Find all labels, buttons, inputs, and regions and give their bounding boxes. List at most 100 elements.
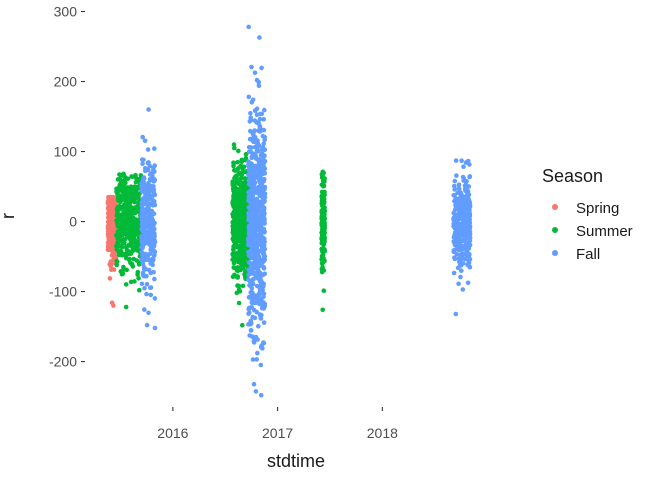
data-point (465, 280, 471, 286)
data-point (453, 196, 459, 201)
data-point (145, 147, 151, 152)
point-cluster (319, 169, 328, 313)
data-point (467, 257, 473, 262)
data-point (250, 215, 255, 221)
data-point (142, 257, 147, 263)
data-point (107, 238, 112, 244)
data-point (256, 83, 262, 88)
data-point (236, 170, 242, 176)
data-point (247, 119, 253, 124)
data-point (107, 214, 112, 220)
data-point (456, 182, 462, 187)
data-point (319, 215, 325, 220)
data-point (254, 174, 260, 180)
data-point (451, 270, 457, 276)
data-point (464, 249, 469, 255)
data-point (251, 203, 257, 209)
data-point (130, 217, 135, 223)
data-point (141, 227, 146, 233)
data-point (256, 148, 261, 154)
data-point (262, 230, 267, 235)
data-point (114, 232, 119, 238)
data-point (248, 328, 254, 333)
x-axis: 2016 2017 2018 (157, 407, 398, 441)
data-point (250, 251, 255, 257)
data-point (463, 186, 468, 191)
data-point (254, 357, 259, 362)
data-point (236, 148, 241, 154)
data-point (140, 134, 145, 140)
data-point (128, 260, 133, 266)
data-point (460, 213, 465, 218)
data-point (260, 258, 266, 264)
legend-label-spring: Spring (576, 200, 619, 217)
data-point (251, 239, 257, 245)
data-point (145, 167, 151, 173)
data-point (246, 149, 252, 155)
data-point (246, 242, 251, 248)
y-axis-title: r (0, 213, 18, 219)
data-point (111, 223, 116, 229)
legend-key-summer (552, 227, 558, 233)
plot-area (105, 24, 473, 398)
data-point (260, 170, 266, 176)
data-point (251, 170, 257, 176)
data-point (254, 112, 260, 117)
data-point (255, 236, 261, 241)
data-point (457, 233, 463, 239)
legend-label-summer: Summer (576, 223, 633, 240)
data-point (456, 210, 462, 215)
data-point (142, 285, 147, 291)
data-point (126, 216, 131, 222)
data-point (259, 296, 264, 302)
data-point (235, 283, 240, 288)
data-point (466, 192, 472, 197)
data-point (249, 244, 255, 249)
data-point (261, 266, 267, 271)
data-point (257, 301, 262, 307)
data-point (239, 195, 245, 200)
data-point (322, 211, 327, 217)
data-point (255, 186, 261, 191)
data-point (253, 259, 259, 264)
data-point (261, 306, 267, 311)
data-point (320, 267, 326, 273)
data-point (240, 322, 245, 328)
data-point (125, 207, 130, 213)
data-point (146, 195, 151, 200)
data-point (258, 153, 264, 158)
data-point (249, 165, 254, 171)
data-point (257, 240, 263, 245)
data-point (121, 228, 127, 233)
data-point (148, 261, 153, 266)
data-point (261, 178, 267, 184)
data-point (237, 257, 242, 262)
data-point (261, 117, 267, 122)
data-point (259, 280, 264, 286)
data-point (238, 265, 244, 271)
data-point (255, 140, 260, 146)
data-point (467, 174, 473, 179)
data-point (135, 200, 141, 205)
data-point (152, 220, 157, 226)
data-point (108, 210, 113, 216)
data-point (146, 180, 151, 186)
data-point (463, 216, 469, 222)
data-point (322, 176, 328, 181)
data-point (152, 163, 157, 168)
data-point (150, 210, 156, 216)
data-point (121, 173, 127, 179)
data-point (462, 256, 468, 262)
data-point (119, 244, 125, 250)
data-point (142, 251, 148, 257)
data-point (127, 256, 132, 262)
data-point (459, 252, 465, 258)
data-point (109, 267, 114, 273)
data-point (232, 145, 237, 151)
data-point (142, 138, 148, 144)
data-point (122, 236, 128, 242)
data-point (257, 262, 263, 268)
data-point (256, 253, 262, 259)
data-point (135, 206, 140, 212)
data-point (235, 159, 240, 165)
